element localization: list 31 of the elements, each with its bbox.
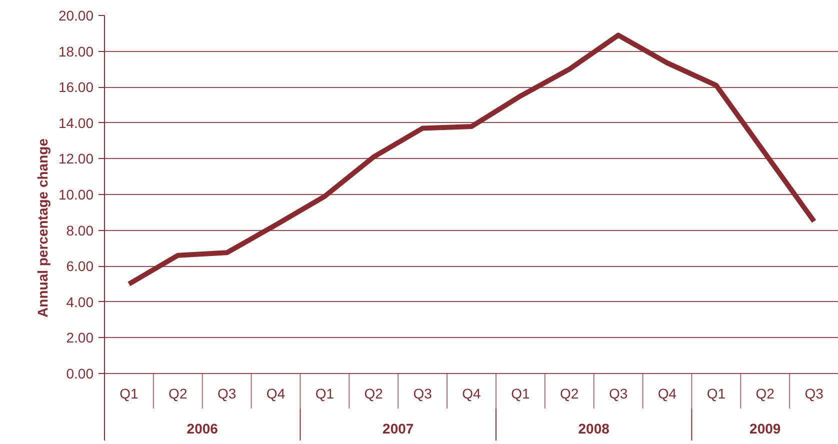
y-tick-label: 2.00 <box>66 330 94 346</box>
y-tick-label: 10.00 <box>58 186 94 202</box>
x-tick-label: Q4 <box>658 386 677 402</box>
x-tick-label: Q3 <box>608 386 628 402</box>
y-tick-label: 0.00 <box>66 366 94 382</box>
x-tick-label: Q1 <box>706 386 726 402</box>
x-tick-label: Q2 <box>560 386 579 402</box>
x-tick-label: Q2 <box>756 386 775 402</box>
x-tick-label: Q4 <box>266 386 286 402</box>
text: 2006 <box>186 420 218 436</box>
y-tick-label: 14.00 <box>58 114 94 131</box>
y-axis-title: Annual percentage change <box>34 138 50 318</box>
text: 2007 <box>382 420 414 436</box>
y-tick-label: 6.00 <box>66 258 94 274</box>
x-tick-label: Q1 <box>511 386 530 402</box>
x-tick-label: Q3 <box>413 386 432 402</box>
x-tick-label: Q4 <box>462 386 482 402</box>
x-tick-label: Q3 <box>217 386 236 402</box>
y-tick-label: 20.00 <box>58 8 94 24</box>
text: 2009 <box>750 420 781 436</box>
y-tick-label: 16.00 <box>58 79 94 96</box>
x-tick-label: Q2 <box>364 386 384 402</box>
y-tick-label: 4.00 <box>66 294 94 310</box>
text: 2008 <box>578 420 610 436</box>
x-tick-label: Q3 <box>804 386 824 402</box>
y-tick-label: 12.00 <box>58 150 94 167</box>
y-tick-label: 18.00 <box>58 43 94 60</box>
x-tick-label: Q2 <box>168 386 188 402</box>
x-tick-label: Q1 <box>315 386 334 402</box>
y-tick-label: 8.00 <box>66 222 94 238</box>
x-tick-label: Q1 <box>120 386 139 402</box>
